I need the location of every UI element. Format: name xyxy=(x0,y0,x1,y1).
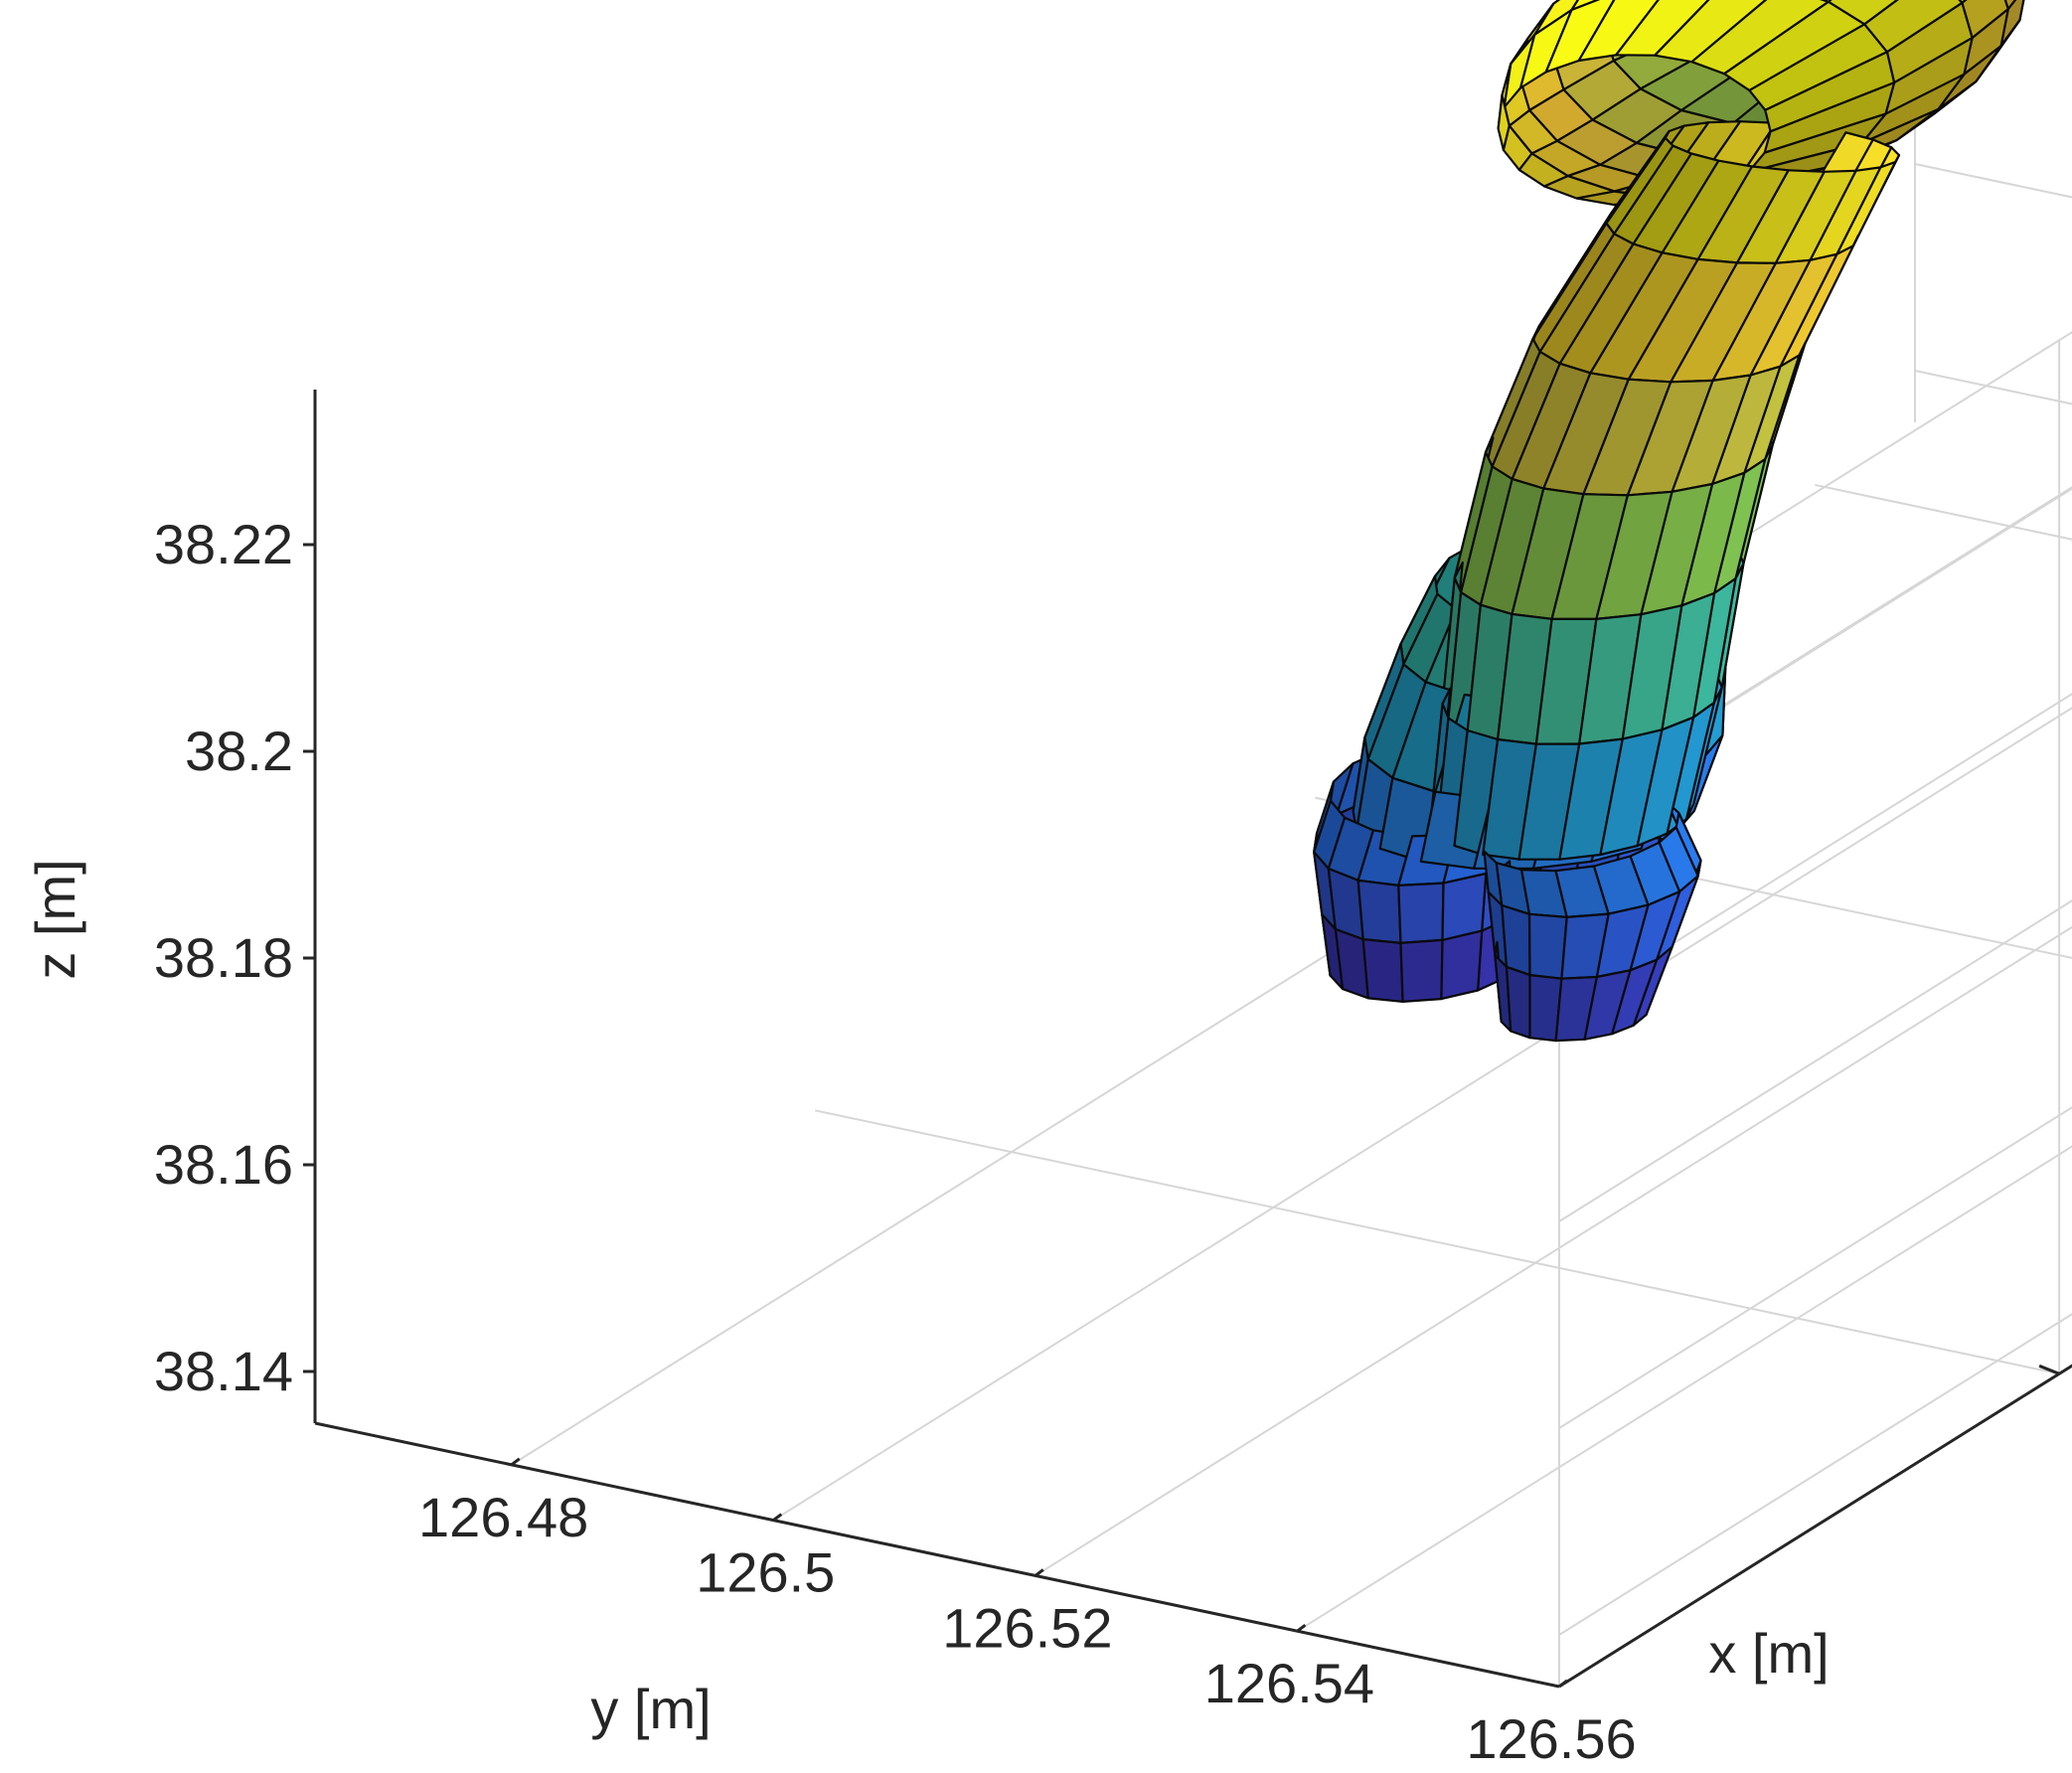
backwall-grid-z-1 xyxy=(1558,1106,2072,1429)
z-tick-label-1: 38.16 xyxy=(154,1133,293,1196)
y-axis-line xyxy=(314,1421,1560,1689)
mesh-face-foot-left-411 xyxy=(1527,912,1568,980)
mesh-face-foot-right-337 xyxy=(1397,882,1445,945)
floor-grid-x-2 xyxy=(1815,483,2072,541)
x-tick-0 xyxy=(2038,1364,2060,1375)
backwall-grid-z-4 xyxy=(1558,486,2072,809)
z-tick-label-0: 38.14 xyxy=(154,1340,293,1402)
y-tick-0 xyxy=(1558,1679,1568,1689)
mesh-face-foot-left-404 xyxy=(1501,903,1531,977)
mesh-face-foot-left-423 xyxy=(1583,969,1632,1041)
floor-grid-y-1 xyxy=(1296,1145,2072,1633)
y-axis-label: y [m] xyxy=(590,1678,711,1740)
y-tick-label-0: 126.56 xyxy=(1466,1707,1636,1770)
floor-grid-y-4 xyxy=(511,487,2072,1466)
z-axis-label: z [m] xyxy=(24,859,86,979)
mesh-face-foot-right-342 xyxy=(1441,872,1488,942)
y-tick-label-1: 126.54 xyxy=(1204,1652,1374,1714)
x-axis-line xyxy=(1558,1364,2072,1689)
z-tick-label-4: 38.22 xyxy=(154,513,293,575)
mesh-face-column-399 xyxy=(1599,728,1664,857)
y-tick-3 xyxy=(772,1513,783,1522)
floor-grid-y-2 xyxy=(1035,925,2072,1577)
mesh-face-foot-right-346 xyxy=(1399,938,1444,1004)
floor-grid-x-0 xyxy=(814,1109,2060,1375)
y-tick-4 xyxy=(510,1457,521,1467)
y-tick-label-4: 126.48 xyxy=(418,1486,588,1548)
surface-mesh xyxy=(1313,0,2025,1043)
mesh-face-foot-right-322 xyxy=(1356,879,1402,945)
axis-layer xyxy=(303,390,2072,1689)
z-tick-label-3: 38.2 xyxy=(185,720,293,782)
label-layer: 38.14 38.16 38.18 38.2 38.22 126.56 126.54 126.… xyxy=(154,513,1637,1770)
backwall-grid-z-3 xyxy=(1558,693,2072,1016)
mesh-face-foot-right-330 xyxy=(1361,937,1404,1004)
y-tick-1 xyxy=(1296,1624,1307,1633)
box-edge-3 xyxy=(1558,331,2072,654)
backwall-grid-z-2 xyxy=(1558,899,2072,1222)
x-axis-label: x [m] xyxy=(1708,1622,1829,1685)
backwall-grid-z-0 xyxy=(1558,1313,2072,1636)
y-tick-2 xyxy=(1034,1568,1044,1577)
y-tick-label-3: 126.5 xyxy=(696,1541,835,1604)
z-tick-label-2: 38.18 xyxy=(154,926,293,989)
y-tick-label-2: 126.52 xyxy=(942,1596,1112,1659)
mesh-face-foot-left-409 xyxy=(1505,965,1531,1040)
mesh-face-foot-right-355 xyxy=(1440,929,1484,1001)
